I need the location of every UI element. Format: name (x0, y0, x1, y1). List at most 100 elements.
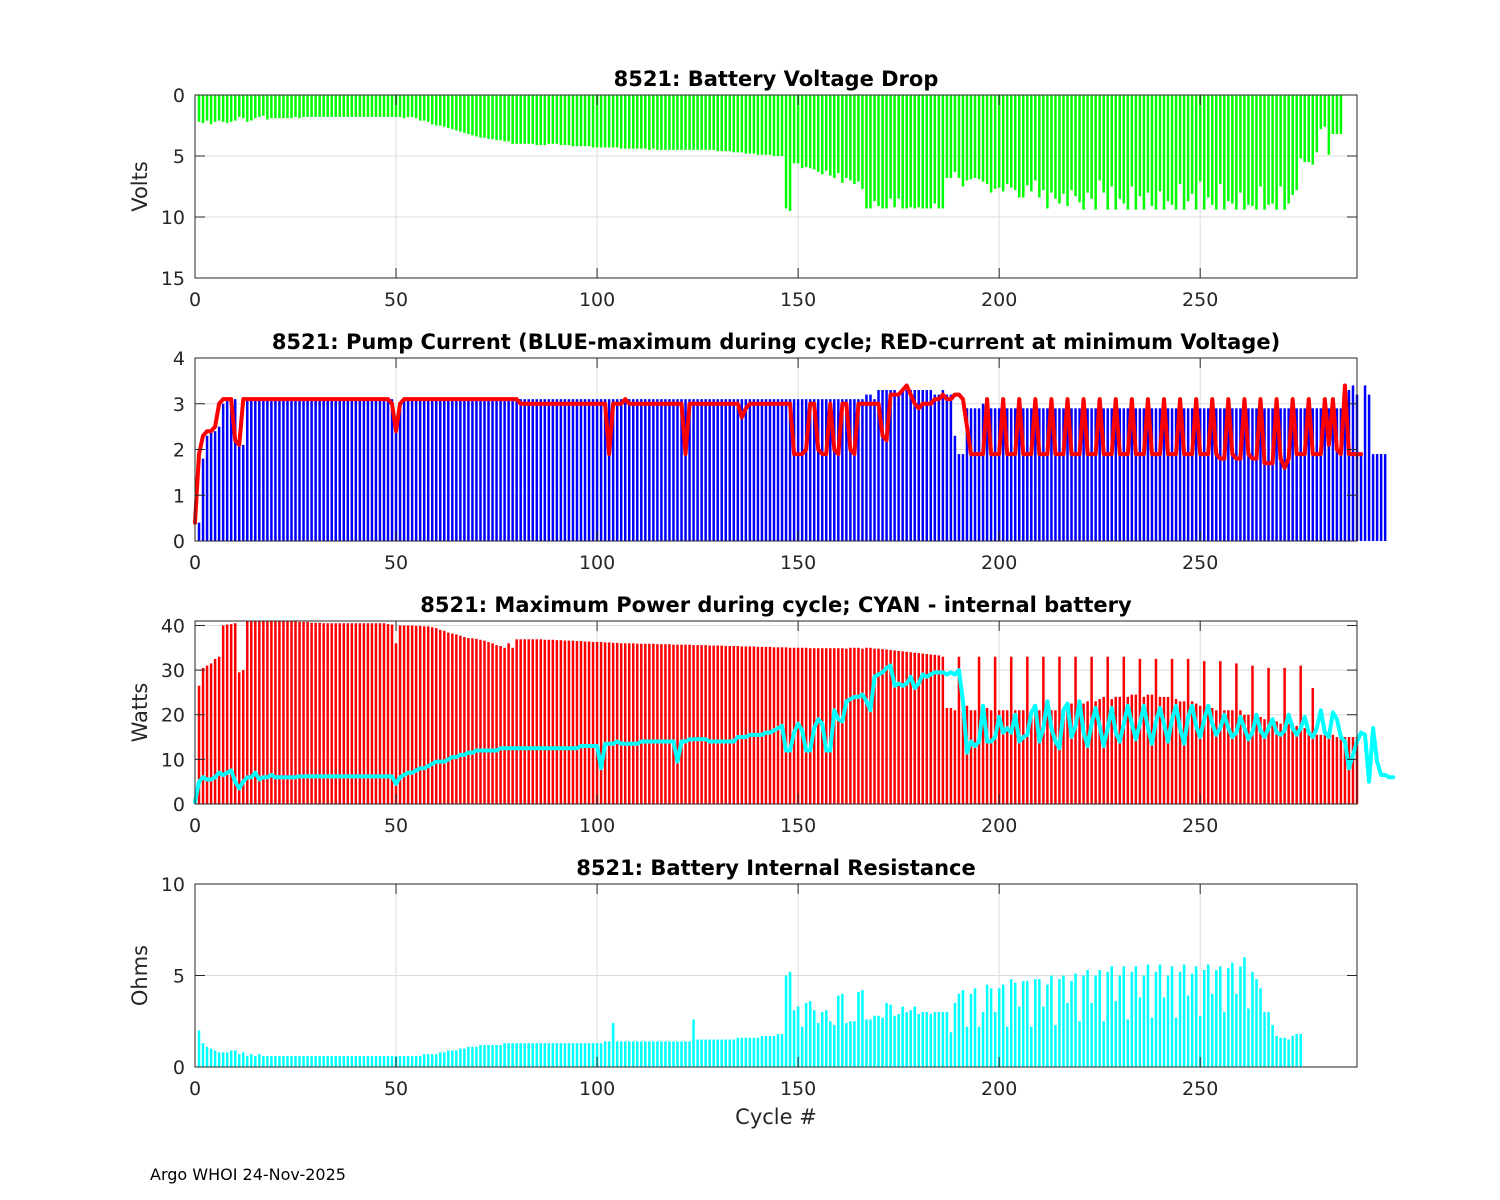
bar (969, 710, 973, 804)
bar (1211, 95, 1214, 205)
bar (788, 399, 792, 541)
bar (358, 623, 362, 804)
bar (881, 649, 884, 804)
bar (209, 663, 213, 804)
bar (668, 644, 671, 804)
y-tick-label: 0 (173, 1057, 185, 1079)
bar (1202, 661, 1206, 804)
bar (961, 454, 965, 541)
bar (857, 647, 860, 804)
bar (1311, 408, 1315, 541)
bar (1146, 95, 1150, 193)
bar (804, 1002, 808, 1067)
bar (623, 1041, 627, 1067)
bar (1211, 408, 1214, 541)
bar (595, 399, 599, 541)
bar (439, 95, 442, 126)
bar (993, 95, 997, 189)
bar (837, 95, 840, 174)
bar (965, 408, 969, 541)
bar (258, 95, 261, 117)
bar (1005, 710, 1009, 804)
bar (877, 648, 880, 804)
bar (354, 1056, 358, 1067)
bar (551, 399, 555, 541)
bar (213, 431, 217, 541)
bar (1287, 95, 1290, 204)
x-tick-label: 50 (384, 1078, 408, 1100)
x-tick-label: 100 (579, 815, 615, 837)
bar (820, 1012, 824, 1067)
bar (547, 399, 551, 541)
bar (1279, 408, 1282, 541)
bar (1223, 710, 1226, 804)
bar (1030, 1026, 1033, 1067)
bar (993, 408, 997, 541)
bar (414, 1056, 418, 1067)
bar (1271, 408, 1274, 541)
bar (563, 399, 567, 541)
bar (1219, 661, 1222, 804)
bar (531, 95, 534, 144)
bar (197, 95, 201, 122)
bar (1162, 408, 1166, 541)
x-tick-label: 250 (1182, 815, 1218, 837)
bar (945, 95, 949, 178)
bar (1150, 95, 1154, 207)
bar (282, 621, 285, 804)
bar (1367, 394, 1371, 541)
bar (531, 1043, 534, 1067)
bar (1158, 696, 1162, 804)
bar (262, 1056, 265, 1067)
bar (398, 1056, 402, 1067)
bar (648, 399, 651, 541)
bar (406, 1056, 410, 1067)
y-tick-label: 1 (173, 485, 185, 507)
bar (1134, 966, 1138, 1067)
bar (225, 1052, 229, 1067)
bar (857, 991, 860, 1067)
bar (547, 639, 551, 804)
bar (1275, 408, 1278, 541)
bar (378, 95, 382, 117)
bar (201, 95, 205, 124)
bar (1299, 1034, 1302, 1067)
bar (913, 390, 916, 541)
bar (487, 1045, 490, 1067)
bar (233, 95, 237, 121)
x-tick-label: 0 (189, 289, 201, 311)
bar (688, 644, 691, 804)
bar (1054, 408, 1057, 541)
bar (439, 399, 442, 541)
bar (1174, 1017, 1178, 1067)
bar (1315, 95, 1319, 153)
bar (1247, 714, 1250, 804)
bar (603, 95, 607, 148)
bar (905, 390, 908, 541)
bar (527, 1043, 530, 1067)
bar (893, 95, 896, 208)
bar (1206, 705, 1210, 804)
bar (330, 1056, 333, 1067)
bar (1038, 95, 1041, 198)
bar (430, 95, 434, 125)
bar (559, 1043, 563, 1067)
bar (575, 641, 579, 804)
bar (302, 621, 305, 804)
bar (451, 399, 454, 541)
bar (796, 95, 800, 164)
bar (1166, 95, 1170, 202)
bar (619, 399, 623, 541)
bar (342, 95, 346, 117)
bar (921, 95, 924, 209)
bar (250, 1054, 253, 1067)
bar (1166, 696, 1170, 804)
bar (326, 399, 329, 541)
bar (290, 95, 293, 119)
bar (306, 399, 309, 541)
bar (684, 644, 687, 804)
bar (322, 399, 325, 541)
bar (869, 647, 872, 804)
bar (837, 995, 840, 1067)
bar (704, 95, 707, 150)
